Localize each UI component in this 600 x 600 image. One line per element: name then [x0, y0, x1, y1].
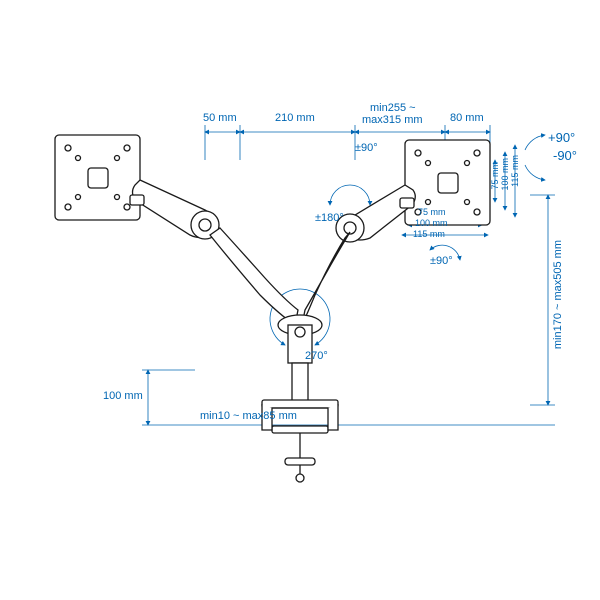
dim-min255: min255 ~ — [370, 102, 416, 114]
angle-270: 270° — [305, 350, 328, 362]
tilt-minus90: -90° — [553, 148, 577, 163]
vesa-100-h: 100 mm — [415, 218, 448, 228]
angle-90-right: ±90° — [430, 255, 453, 267]
tilt-plus90: +90° — [548, 130, 575, 145]
angle-90-top: ±90° — [355, 142, 378, 154]
product-outline — [0, 0, 600, 600]
dim-210mm: 210 mm — [275, 112, 315, 124]
clamp-range: min10 ~ max85 mm — [200, 410, 297, 422]
vesa-100-v: 100 mm — [500, 158, 510, 191]
dim-80mm: 80 mm — [450, 112, 484, 124]
vesa-75-v: 75 mm — [490, 162, 500, 190]
vesa-115-v: 115 mm — [510, 155, 520, 187]
dim-50mm: 50 mm — [203, 112, 237, 124]
vesa-115-h: 115 mm — [413, 229, 445, 239]
vesa-75-h: 75 mm — [418, 207, 446, 217]
base-height: 100 mm — [103, 390, 143, 402]
dim-max315: max315 mm — [362, 114, 423, 126]
angle-180: ±180° — [315, 212, 344, 224]
technical-diagram: 50 mm 210 mm min255 ~ max315 mm 80 mm ±9… — [0, 0, 600, 600]
height-range: min170 ~ max505 mm — [552, 240, 564, 349]
